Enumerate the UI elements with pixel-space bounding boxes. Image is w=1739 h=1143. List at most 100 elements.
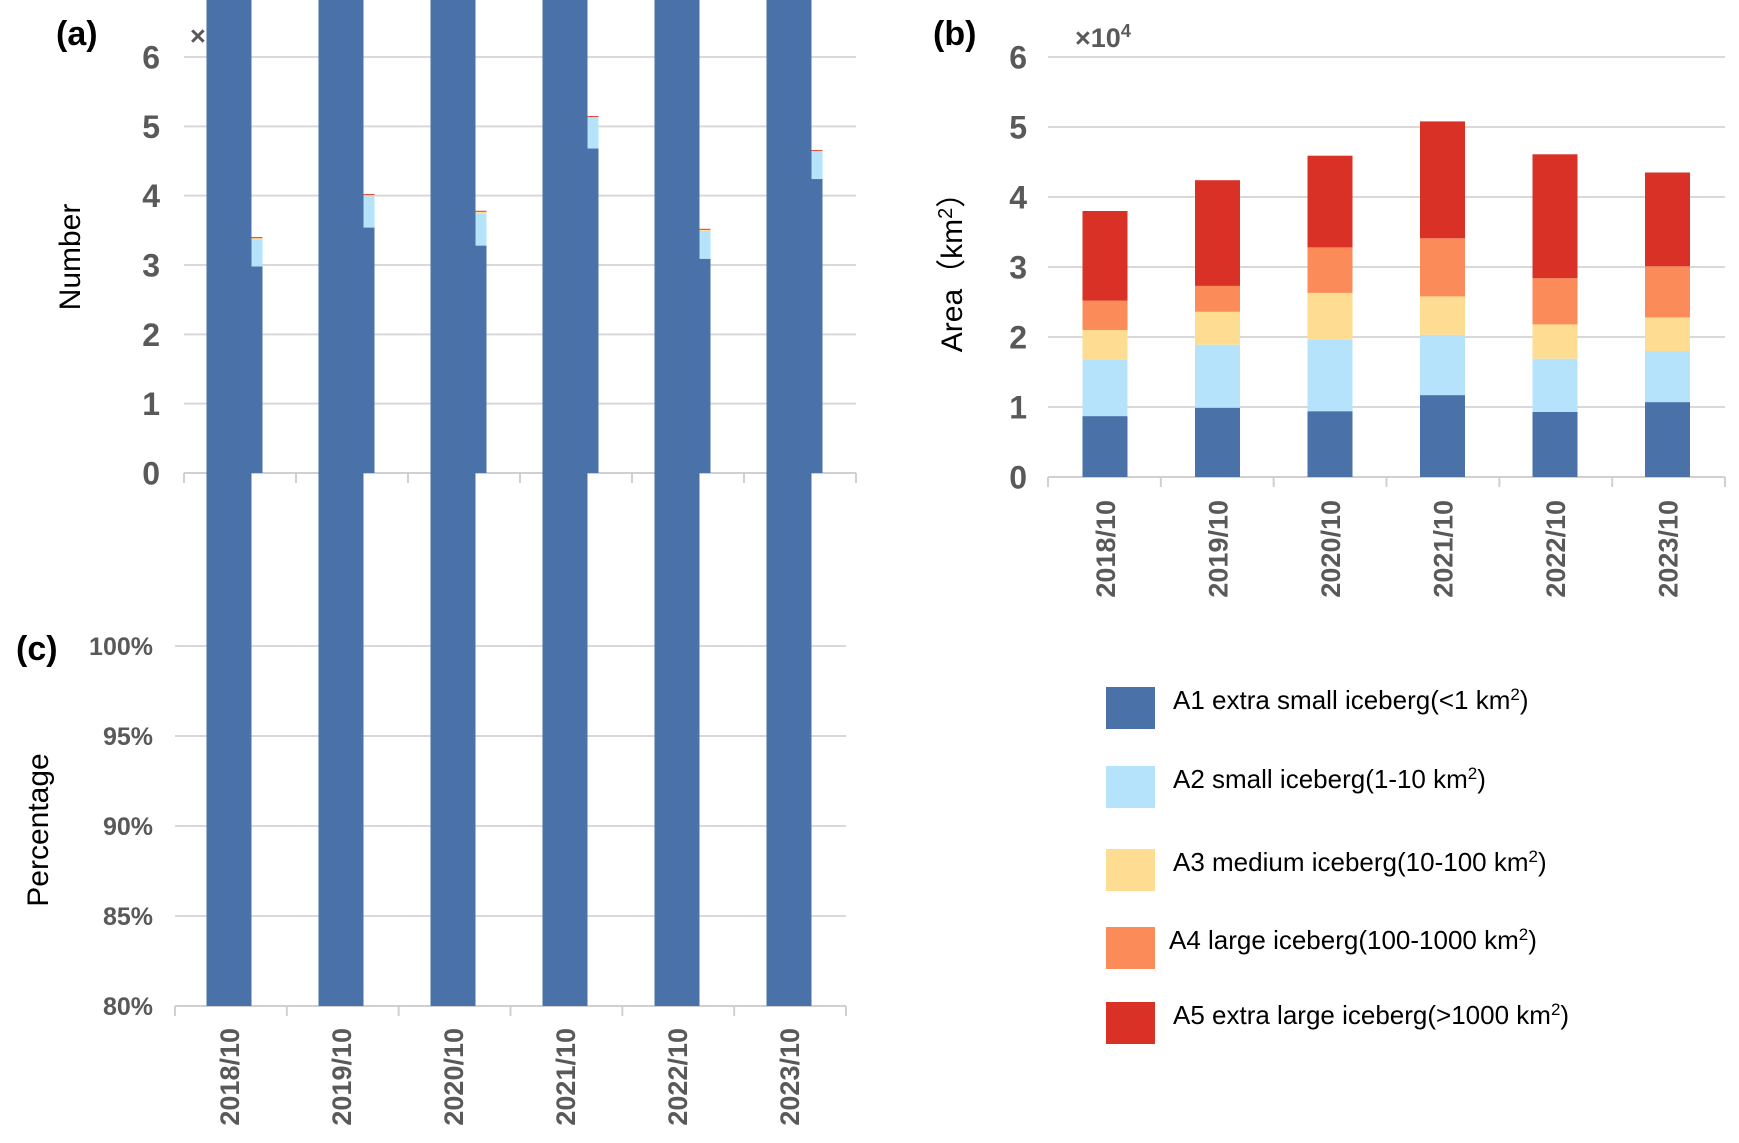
legend-swatch	[1106, 766, 1155, 808]
y-tick-label: 100%	[89, 633, 153, 661]
multiplier-exponent: 4	[1121, 21, 1131, 41]
y-tick-label: 2	[142, 317, 160, 353]
bar-a2-2022-10	[1532, 358, 1578, 412]
legend: A1 extra small iceberg(<1 km2)A2 small i…	[1106, 685, 1569, 1044]
legend-label: A5 extra large iceberg(>1000 km2)	[1173, 1000, 1569, 1030]
bar-a2-2020-10	[1307, 339, 1353, 412]
legend-label-text: A3 medium iceberg(10-100 km	[1173, 847, 1529, 877]
x-tick-label: 2019/10	[1204, 500, 1234, 598]
legend-label-text: A4 large iceberg(100-1000 km	[1169, 925, 1519, 955]
legend-label-sup: 2	[1468, 764, 1477, 783]
x-tick-label: 2018/10	[215, 1028, 245, 1126]
legend-label-text: A2 small iceberg(1-10 km	[1173, 764, 1468, 794]
y-tick-label: 80%	[103, 993, 153, 1021]
legend-label-sup: 2	[1551, 1000, 1560, 1019]
y-tick-label: 1	[142, 386, 160, 422]
y-axis-label-text: Number	[54, 204, 87, 311]
y-tick-label: 90%	[103, 813, 153, 841]
chart-panel-b: 0 1 2 3 4 5 6 2018/10 2019/10 2020/10 2021/10 2022/…	[933, 15, 1726, 598]
legend-label: A1 extra small iceberg(<1 km2)	[1173, 685, 1529, 715]
bar-a4-2019-10	[1195, 285, 1240, 312]
y-tick-label: 3	[1009, 250, 1027, 286]
y-axis-label-text: Area（km	[936, 219, 969, 352]
legend-label-text: A1 extra small iceberg(<1 km	[1173, 685, 1510, 715]
y-tick-label: 4	[142, 178, 160, 214]
y-tick-label: 2	[1009, 320, 1027, 356]
legend-item-2: A2 small iceberg(1-10 km2)	[1106, 764, 1486, 808]
bar-a3-2019-10	[1195, 311, 1240, 345]
y-axis-label-text: Percentage	[22, 753, 55, 906]
bar-a1-2021-10	[542, 0, 588, 1007]
bar-a5-2018-10	[1082, 211, 1128, 301]
bar-a5-2021-10	[1420, 121, 1465, 239]
x-tick-label: 2022/10	[1541, 500, 1571, 598]
legend-item-1: A1 extra small iceberg(<1 km2)	[1106, 685, 1529, 729]
bar-a5-2023-10	[1645, 172, 1690, 267]
legend-label-end: )	[1477, 764, 1486, 794]
bar-a2-2019-10	[1195, 344, 1240, 408]
y-tick-label: 3	[142, 248, 160, 284]
x-tick-label: 2020/10	[439, 1028, 469, 1126]
bar-a3-2023-10	[1645, 317, 1690, 351]
x-tick-label: 2021/10	[551, 1028, 581, 1126]
bar-a5-2019-10	[1195, 180, 1240, 286]
y-axis-label: Number	[54, 204, 87, 311]
bar-a2-2018-10	[1082, 359, 1128, 417]
bar-a1-2023-10	[766, 0, 812, 1006]
legend-swatch	[1106, 927, 1155, 969]
bar-a5-2020-10	[1307, 155, 1353, 248]
bar-a1-2023-10	[1645, 402, 1690, 477]
bar-a1-2020-10	[430, 0, 476, 1006]
bar-a3-2021-10	[1420, 296, 1465, 335]
panel-label: (a)	[56, 15, 98, 53]
legend-item-5: A5 extra large iceberg(>1000 km2)	[1106, 1000, 1569, 1044]
y-axis-label: Percentage	[22, 753, 55, 906]
y-tick-label: 6	[1009, 40, 1027, 76]
y-tick-label: 0	[142, 456, 160, 492]
legend-label-end: )	[1520, 685, 1529, 715]
axis-multiplier: ×104	[1075, 21, 1131, 53]
bar-a1-2018-10	[206, 0, 252, 1006]
x-tick-label: 2023/10	[1654, 500, 1684, 598]
legend-item-3: A3 medium iceberg(10-100 km2)	[1106, 847, 1547, 891]
bar-a1-2019-10	[1195, 407, 1240, 477]
bar-a5-2022-10	[1532, 154, 1578, 279]
bar-a2-2023-10	[1645, 351, 1690, 403]
x-tick-label: 2020/10	[1316, 500, 1346, 598]
multiplier-base: ×10	[1075, 23, 1121, 53]
legend-label-sup: 2	[1529, 847, 1538, 866]
bar-a2-2021-10	[1420, 334, 1465, 396]
bar-a1-2020-10	[1307, 411, 1353, 477]
bar-a1-2022-10	[1532, 411, 1578, 477]
x-tick-label: 2021/10	[1429, 500, 1459, 598]
bar-a4-2022-10	[1532, 278, 1578, 325]
bar-a4-2023-10	[1645, 266, 1690, 318]
legend-label-end: )	[1538, 847, 1547, 877]
y-tick-label: 4	[1009, 180, 1027, 216]
bar-a1-2021-10	[1420, 395, 1465, 477]
y-tick-label: 95%	[103, 723, 153, 751]
panel-label: (b)	[933, 15, 976, 53]
bar-a1-2018-10	[1082, 416, 1128, 477]
legend-label-end: )	[1528, 925, 1537, 955]
legend-swatch	[1106, 687, 1155, 729]
bar-a3-2020-10	[1307, 292, 1353, 340]
y-tick-label: 0	[1009, 460, 1027, 496]
bar-a4-2021-10	[1420, 238, 1465, 297]
y-tick-label: 6	[142, 40, 160, 76]
legend-swatch	[1106, 849, 1155, 891]
y-axis-label: Area（km2）	[935, 178, 969, 352]
legend-label: A3 medium iceberg(10-100 km2)	[1173, 847, 1547, 877]
x-tick-label: 2023/10	[775, 1028, 805, 1126]
legend-label-end: )	[1560, 1000, 1569, 1030]
bar-a4-2020-10	[1307, 247, 1353, 293]
legend-label-sup: 2	[1519, 925, 1528, 944]
bar-a3-2022-10	[1532, 324, 1578, 359]
bar-a3-2018-10	[1082, 330, 1128, 360]
y-tick-label: 5	[142, 109, 160, 145]
legend-label: A4 large iceberg(100-1000 km2)	[1169, 925, 1537, 955]
legend-item-4: A4 large iceberg(100-1000 km2)	[1106, 925, 1537, 969]
y-tick-label: 5	[1009, 110, 1027, 146]
y-axis-label-end: ）	[936, 178, 969, 208]
